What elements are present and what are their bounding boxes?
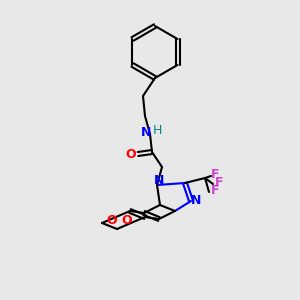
Text: O: O <box>107 214 117 227</box>
Text: O: O <box>126 148 136 160</box>
Text: F: F <box>215 176 223 188</box>
Text: N: N <box>141 127 151 140</box>
Text: N: N <box>191 194 201 208</box>
Text: N: N <box>154 175 164 188</box>
Text: H: H <box>152 124 162 137</box>
Text: F: F <box>211 184 219 196</box>
Text: F: F <box>211 167 219 181</box>
Text: O: O <box>122 214 132 227</box>
